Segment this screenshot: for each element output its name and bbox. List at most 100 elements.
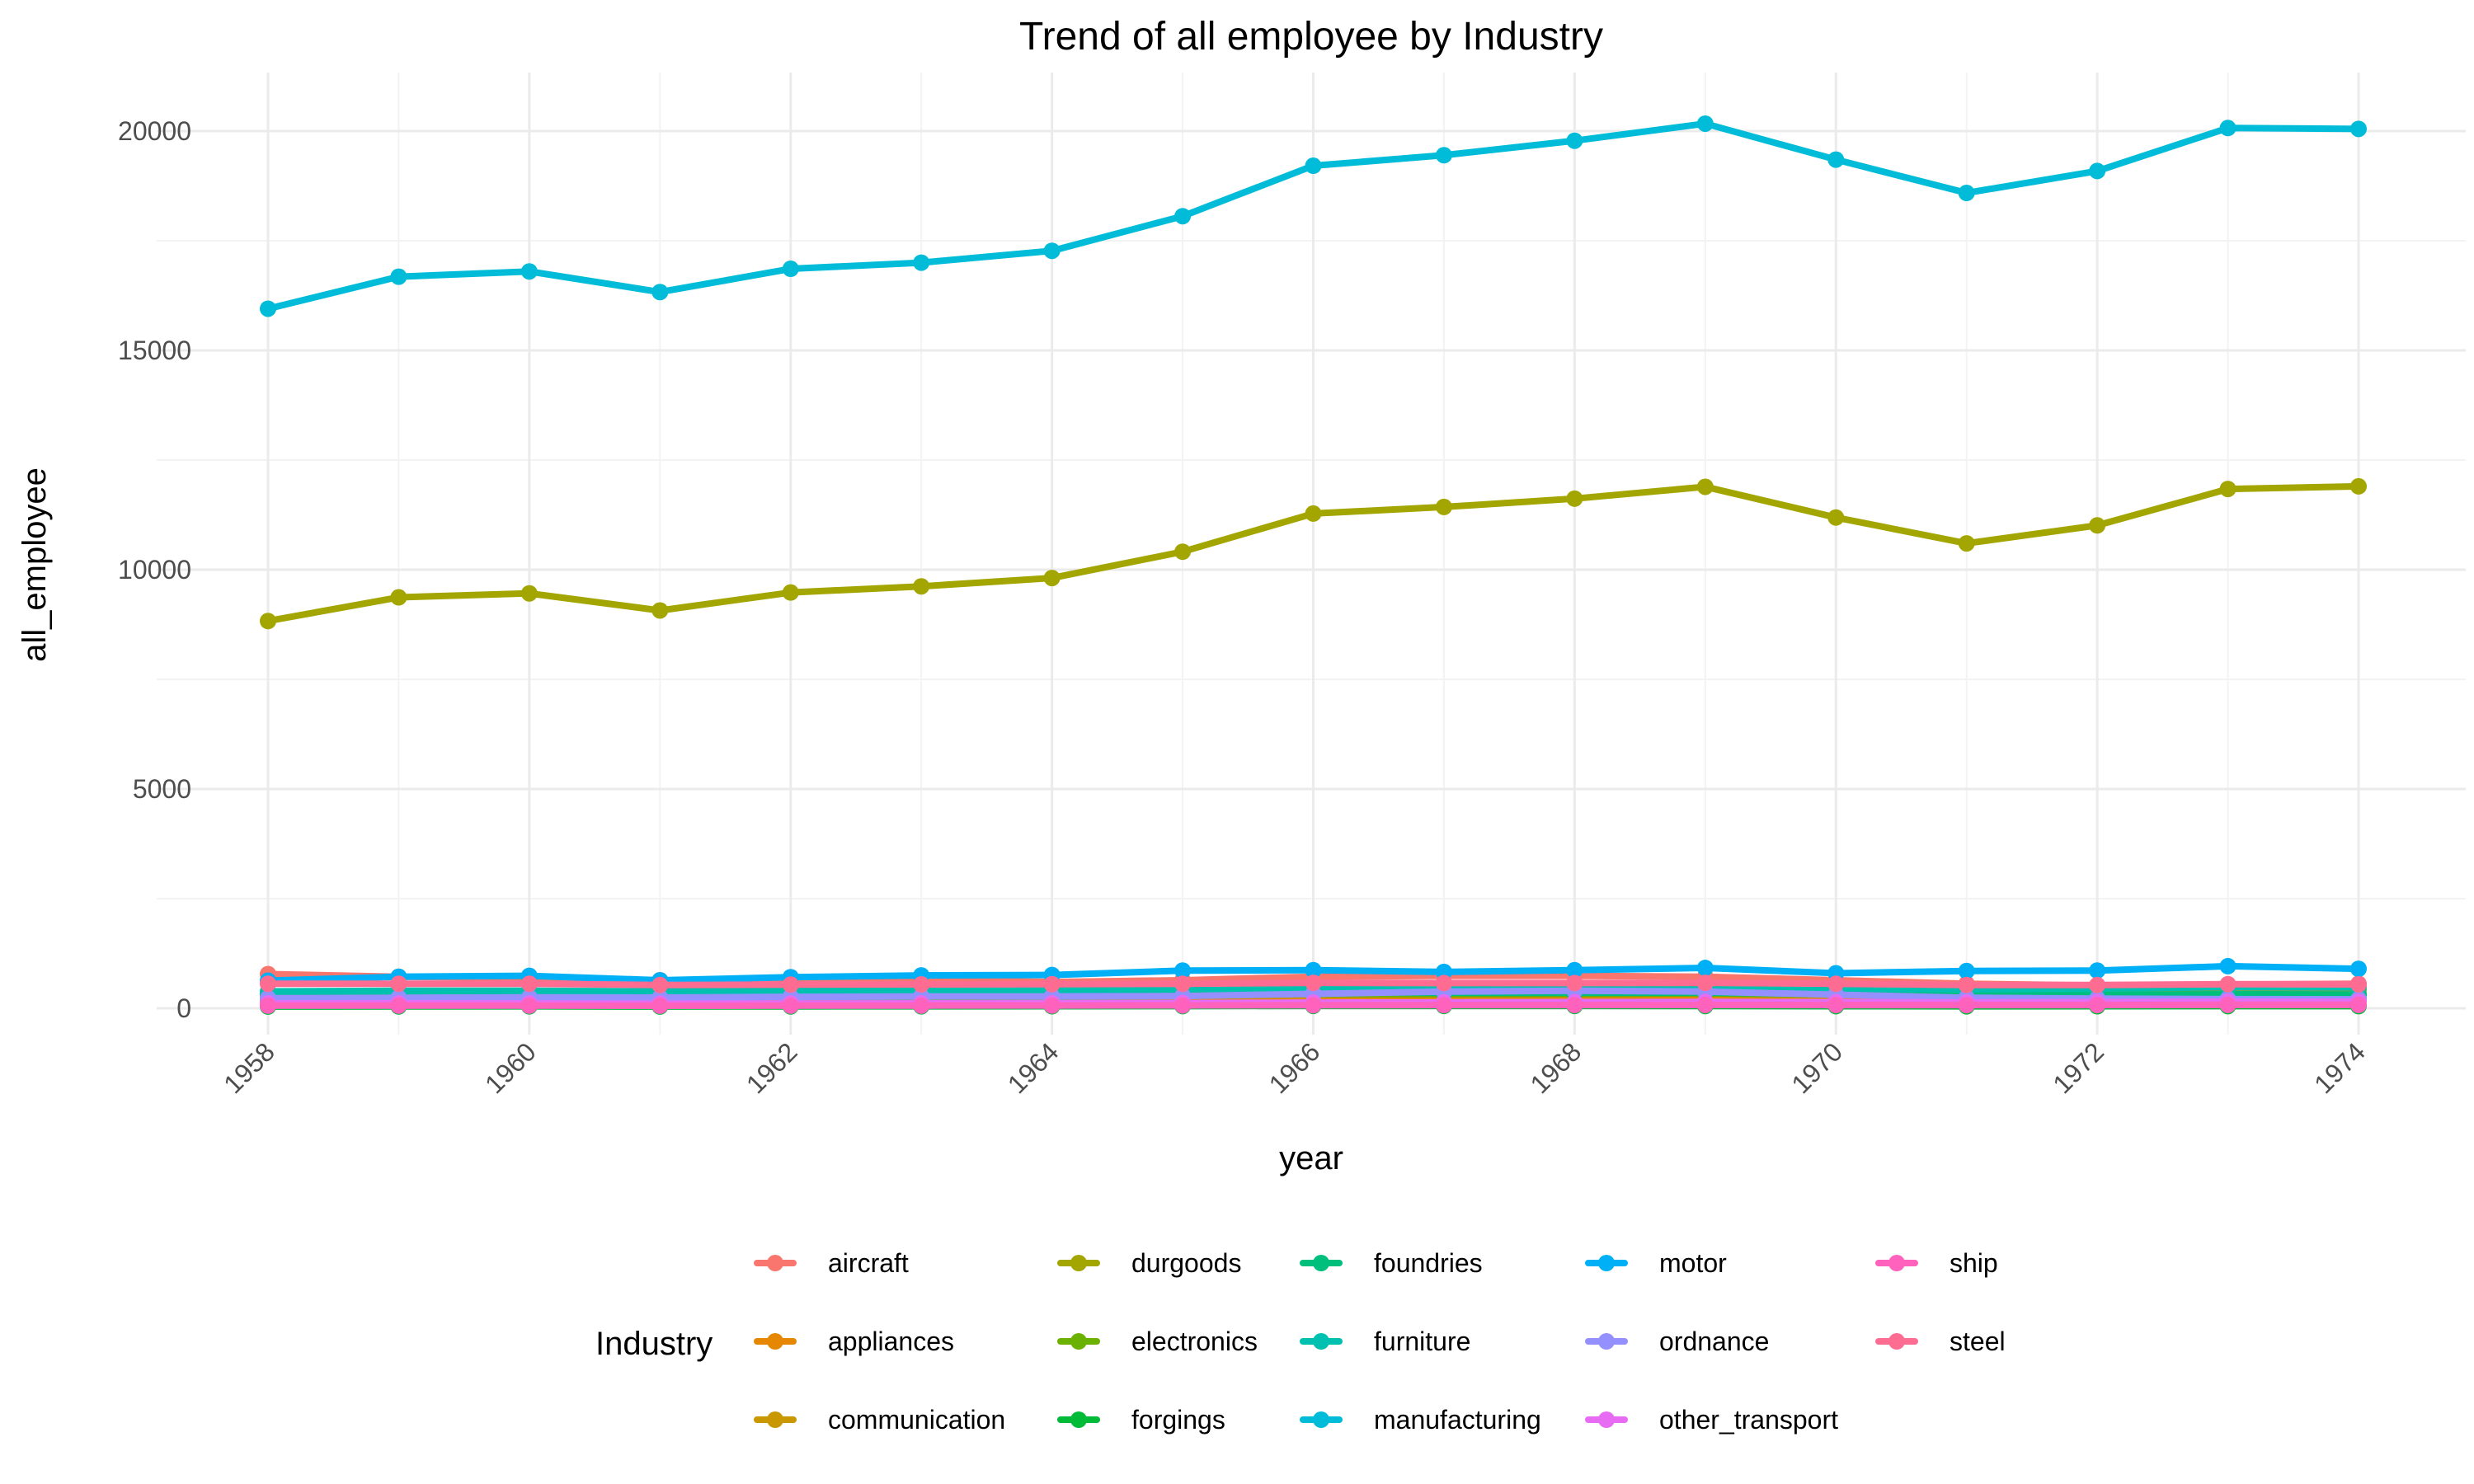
data-point-ship-1972: [2089, 997, 2106, 1014]
data-point-motor-1974: [2350, 960, 2367, 978]
legend-key-point: [767, 1255, 783, 1271]
data-point-steel-1960: [520, 975, 538, 993]
data-point-manufacturing-1968: [1566, 132, 1583, 149]
data-point-ship-1970: [1827, 997, 1845, 1014]
legend-key-point: [1313, 1411, 1329, 1428]
series-steel: [260, 974, 2367, 993]
data-point-steel-1969: [1696, 974, 1714, 992]
data-point-manufacturing-1973: [2219, 120, 2236, 137]
data-point-motor-1965: [1174, 962, 1192, 979]
series-ship: [260, 996, 2367, 1014]
data-point-durgoods-1972: [2089, 517, 2106, 534]
legend-item-appliances: appliances: [754, 1327, 954, 1356]
data-point-ship-1966: [1305, 997, 1322, 1014]
x-tick-label: 1958: [218, 1036, 280, 1099]
legend-key-point: [767, 1411, 783, 1428]
data-point-steel-1965: [1174, 975, 1192, 993]
data-point-durgoods-1964: [1043, 570, 1061, 587]
data-point-manufacturing-1959: [390, 268, 407, 285]
data-point-manufacturing-1961: [651, 284, 669, 301]
legend-item-motor: motor: [1585, 1248, 1727, 1278]
legend-key-point: [1888, 1333, 1905, 1350]
legend-key-point: [1313, 1255, 1329, 1271]
series-manufacturing: [260, 115, 2367, 317]
legend-label: furniture: [1374, 1327, 1470, 1356]
data-point-durgoods-1960: [520, 585, 538, 602]
data-point-steel-1961: [651, 976, 669, 993]
legend-items: aircraft appliances communication durgoods e…: [754, 1248, 2006, 1435]
x-tick-label: 1974: [2308, 1036, 2371, 1099]
legend-item-other_transport: other_transport: [1585, 1405, 1838, 1435]
data-point-durgoods-1966: [1305, 505, 1322, 522]
legend-item-electronics: electronics: [1057, 1327, 1258, 1356]
series-durgoods: [260, 477, 2367, 630]
data-point-motor-1968: [1566, 961, 1583, 979]
legend-item-furniture: furniture: [1300, 1327, 1470, 1356]
data-point-steel-1971: [1958, 976, 1975, 993]
x-axis-title: year: [1279, 1140, 1343, 1176]
data-point-steel-1959: [390, 975, 407, 993]
data-point-ship-1960: [520, 997, 538, 1014]
legend-key-point: [767, 1333, 783, 1350]
x-axis-ticks: 1958 1960 1962 1964 1966 1968 1970 1972 1974: [218, 1036, 2371, 1099]
data-point-manufacturing-1972: [2089, 162, 2106, 180]
legend-label: ship: [1950, 1248, 1998, 1278]
data-point-steel-1970: [1827, 975, 1845, 993]
legend-label: electronics: [1131, 1327, 1258, 1356]
data-point-durgoods-1971: [1958, 535, 1975, 552]
x-tick-label: 1966: [1263, 1036, 1326, 1099]
legend-key-point: [1070, 1411, 1087, 1428]
y-axis-ticks: 0 5000 10000 15000 20000: [118, 116, 191, 1023]
data-point-manufacturing-1965: [1174, 208, 1192, 225]
x-tick-label: 1960: [479, 1036, 542, 1099]
legend-label: appliances: [828, 1327, 954, 1356]
legend-key-point: [1598, 1411, 1615, 1428]
data-point-manufacturing-1970: [1827, 151, 1845, 168]
data-point-durgoods-1973: [2219, 481, 2236, 498]
data-point-ship-1967: [1435, 997, 1452, 1014]
data-point-ship-1965: [1174, 997, 1192, 1014]
data-point-ship-1968: [1566, 997, 1583, 1014]
data-point-steel-1972: [2089, 976, 2106, 993]
legend-label: foundries: [1374, 1248, 1483, 1278]
legend-label: communication: [828, 1405, 1005, 1435]
chart-title: Trend of all employee by Industry: [1019, 15, 1603, 59]
data-point-manufacturing-1966: [1305, 157, 1322, 175]
grid: [157, 73, 2466, 1035]
x-tick-label: 1962: [741, 1036, 803, 1099]
data-point-manufacturing-1960: [520, 263, 538, 280]
y-tick-label: 15000: [118, 336, 191, 365]
data-point-steel-1966: [1305, 974, 1322, 992]
data-point-durgoods-1963: [913, 578, 930, 595]
data-point-ship-1964: [1043, 997, 1061, 1014]
legend-key-point: [1070, 1333, 1087, 1350]
legend-title: Industry: [595, 1326, 713, 1362]
legend-item-communication: communication: [754, 1405, 1005, 1435]
data-point-durgoods-1961: [651, 602, 669, 619]
data-point-durgoods-1962: [782, 584, 799, 601]
data-point-manufacturing-1962: [782, 261, 799, 278]
data-point-steel-1962: [782, 976, 799, 993]
legend-item-ship: ship: [1875, 1248, 1998, 1278]
legend-key-point: [1598, 1333, 1615, 1350]
data-point-manufacturing-1964: [1043, 242, 1061, 260]
y-axis-title: all_employee: [16, 467, 53, 662]
data-point-motor-1966: [1305, 961, 1322, 979]
data-point-motor-1971: [1958, 962, 1975, 979]
legend-label: other_transport: [1659, 1405, 1838, 1435]
data-point-manufacturing-1969: [1696, 115, 1714, 132]
data-point-ship-1971: [1958, 997, 1975, 1014]
x-tick-label: 1968: [1525, 1036, 1587, 1099]
data-point-durgoods-1958: [260, 613, 276, 630]
legend-item-forgings: forgings: [1057, 1405, 1225, 1435]
y-tick-label: 10000: [118, 555, 191, 585]
data-point-ship-1974: [2350, 996, 2367, 1013]
data-point-motor-1973: [2219, 957, 2236, 974]
legend-item-steel: steel: [1875, 1327, 2006, 1356]
y-tick-label: 5000: [133, 774, 191, 804]
series-group: [260, 115, 2367, 1015]
legend-label: motor: [1659, 1248, 1727, 1278]
data-point-motor-1969: [1696, 960, 1714, 977]
data-point-steel-1958: [260, 975, 276, 993]
